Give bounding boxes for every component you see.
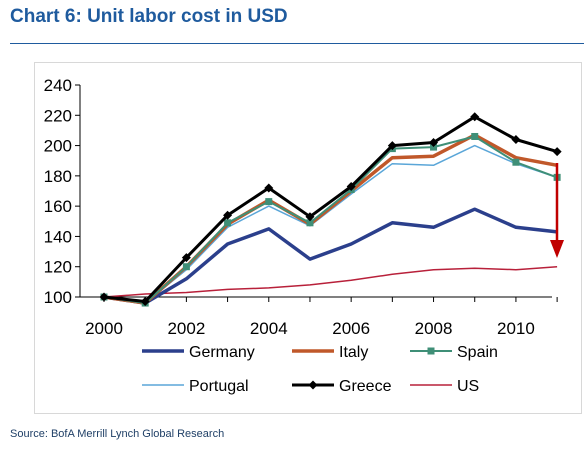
legend-label-portugal: Portugal bbox=[189, 378, 249, 395]
series-line-greece bbox=[103, 115, 558, 303]
series-line-spain bbox=[103, 135, 558, 305]
point-greece bbox=[470, 112, 480, 122]
point-greece bbox=[552, 147, 562, 157]
decline-arrow-head bbox=[550, 240, 564, 258]
point-spain bbox=[471, 132, 479, 140]
x-tick-label: 2002 bbox=[167, 319, 205, 338]
legend-label-germany: Germany bbox=[189, 344, 255, 361]
x-tick-label: 2008 bbox=[415, 319, 453, 338]
chart-title: Chart 6: Unit labor cost in USD bbox=[10, 6, 288, 27]
point-spain bbox=[306, 219, 314, 227]
legend-label-italy: Italy bbox=[339, 344, 368, 361]
legend-label-spain: Spain bbox=[457, 344, 498, 361]
point-greece bbox=[140, 297, 150, 307]
point-greece bbox=[223, 210, 233, 220]
y-tick-label: 160 bbox=[44, 197, 72, 216]
y-tick-label: 220 bbox=[44, 106, 72, 125]
series-line-italy bbox=[103, 133, 558, 305]
point-spain bbox=[430, 143, 438, 151]
x-tick-label: 2004 bbox=[250, 319, 288, 338]
point-spain bbox=[224, 219, 232, 227]
y-tick-label: 140 bbox=[44, 227, 72, 246]
y-tick-label: 120 bbox=[44, 258, 72, 277]
point-spain bbox=[182, 263, 190, 271]
point-greece bbox=[511, 135, 521, 145]
y-tick-label: 100 bbox=[44, 288, 72, 307]
point-greece bbox=[264, 183, 274, 193]
legend-label-us: US bbox=[457, 378, 479, 395]
point-spain bbox=[265, 198, 273, 206]
legend-label-greece: Greece bbox=[339, 378, 392, 395]
chart-frame bbox=[34, 62, 582, 414]
source-note: Source: BofA Merrill Lynch Global Resear… bbox=[10, 428, 225, 440]
point-greece bbox=[346, 181, 356, 191]
point-greece bbox=[429, 138, 439, 148]
x-tick-label: 2000 bbox=[85, 319, 123, 338]
y-tick-label: 200 bbox=[44, 137, 72, 156]
series-line-us bbox=[103, 265, 558, 298]
y-tick-label: 180 bbox=[44, 167, 72, 186]
point-greece bbox=[387, 141, 397, 151]
legend-marker-spain bbox=[427, 347, 435, 355]
series-line-germany bbox=[103, 207, 558, 305]
decline-arrow bbox=[550, 163, 564, 258]
point-spain bbox=[512, 158, 520, 166]
legend-marker-greece bbox=[308, 380, 318, 390]
x-tick-label: 2006 bbox=[332, 319, 370, 338]
axes: 100 120 140 160 180 200 220 240 2000 2002 2004 2006… bbox=[44, 76, 558, 338]
title-divider bbox=[10, 43, 584, 44]
point-greece bbox=[305, 212, 315, 222]
series-layer bbox=[99, 112, 562, 307]
point-greece bbox=[181, 253, 191, 263]
point-greece bbox=[99, 292, 109, 302]
y-tick-label: 240 bbox=[44, 76, 72, 95]
x-tick-label: 2010 bbox=[497, 319, 535, 338]
legend: Germany Italy Spain Portugal Greece US bbox=[142, 344, 498, 395]
